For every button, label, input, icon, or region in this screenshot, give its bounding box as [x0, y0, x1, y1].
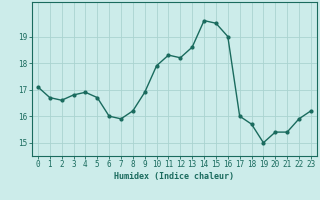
- X-axis label: Humidex (Indice chaleur): Humidex (Indice chaleur): [115, 172, 234, 181]
